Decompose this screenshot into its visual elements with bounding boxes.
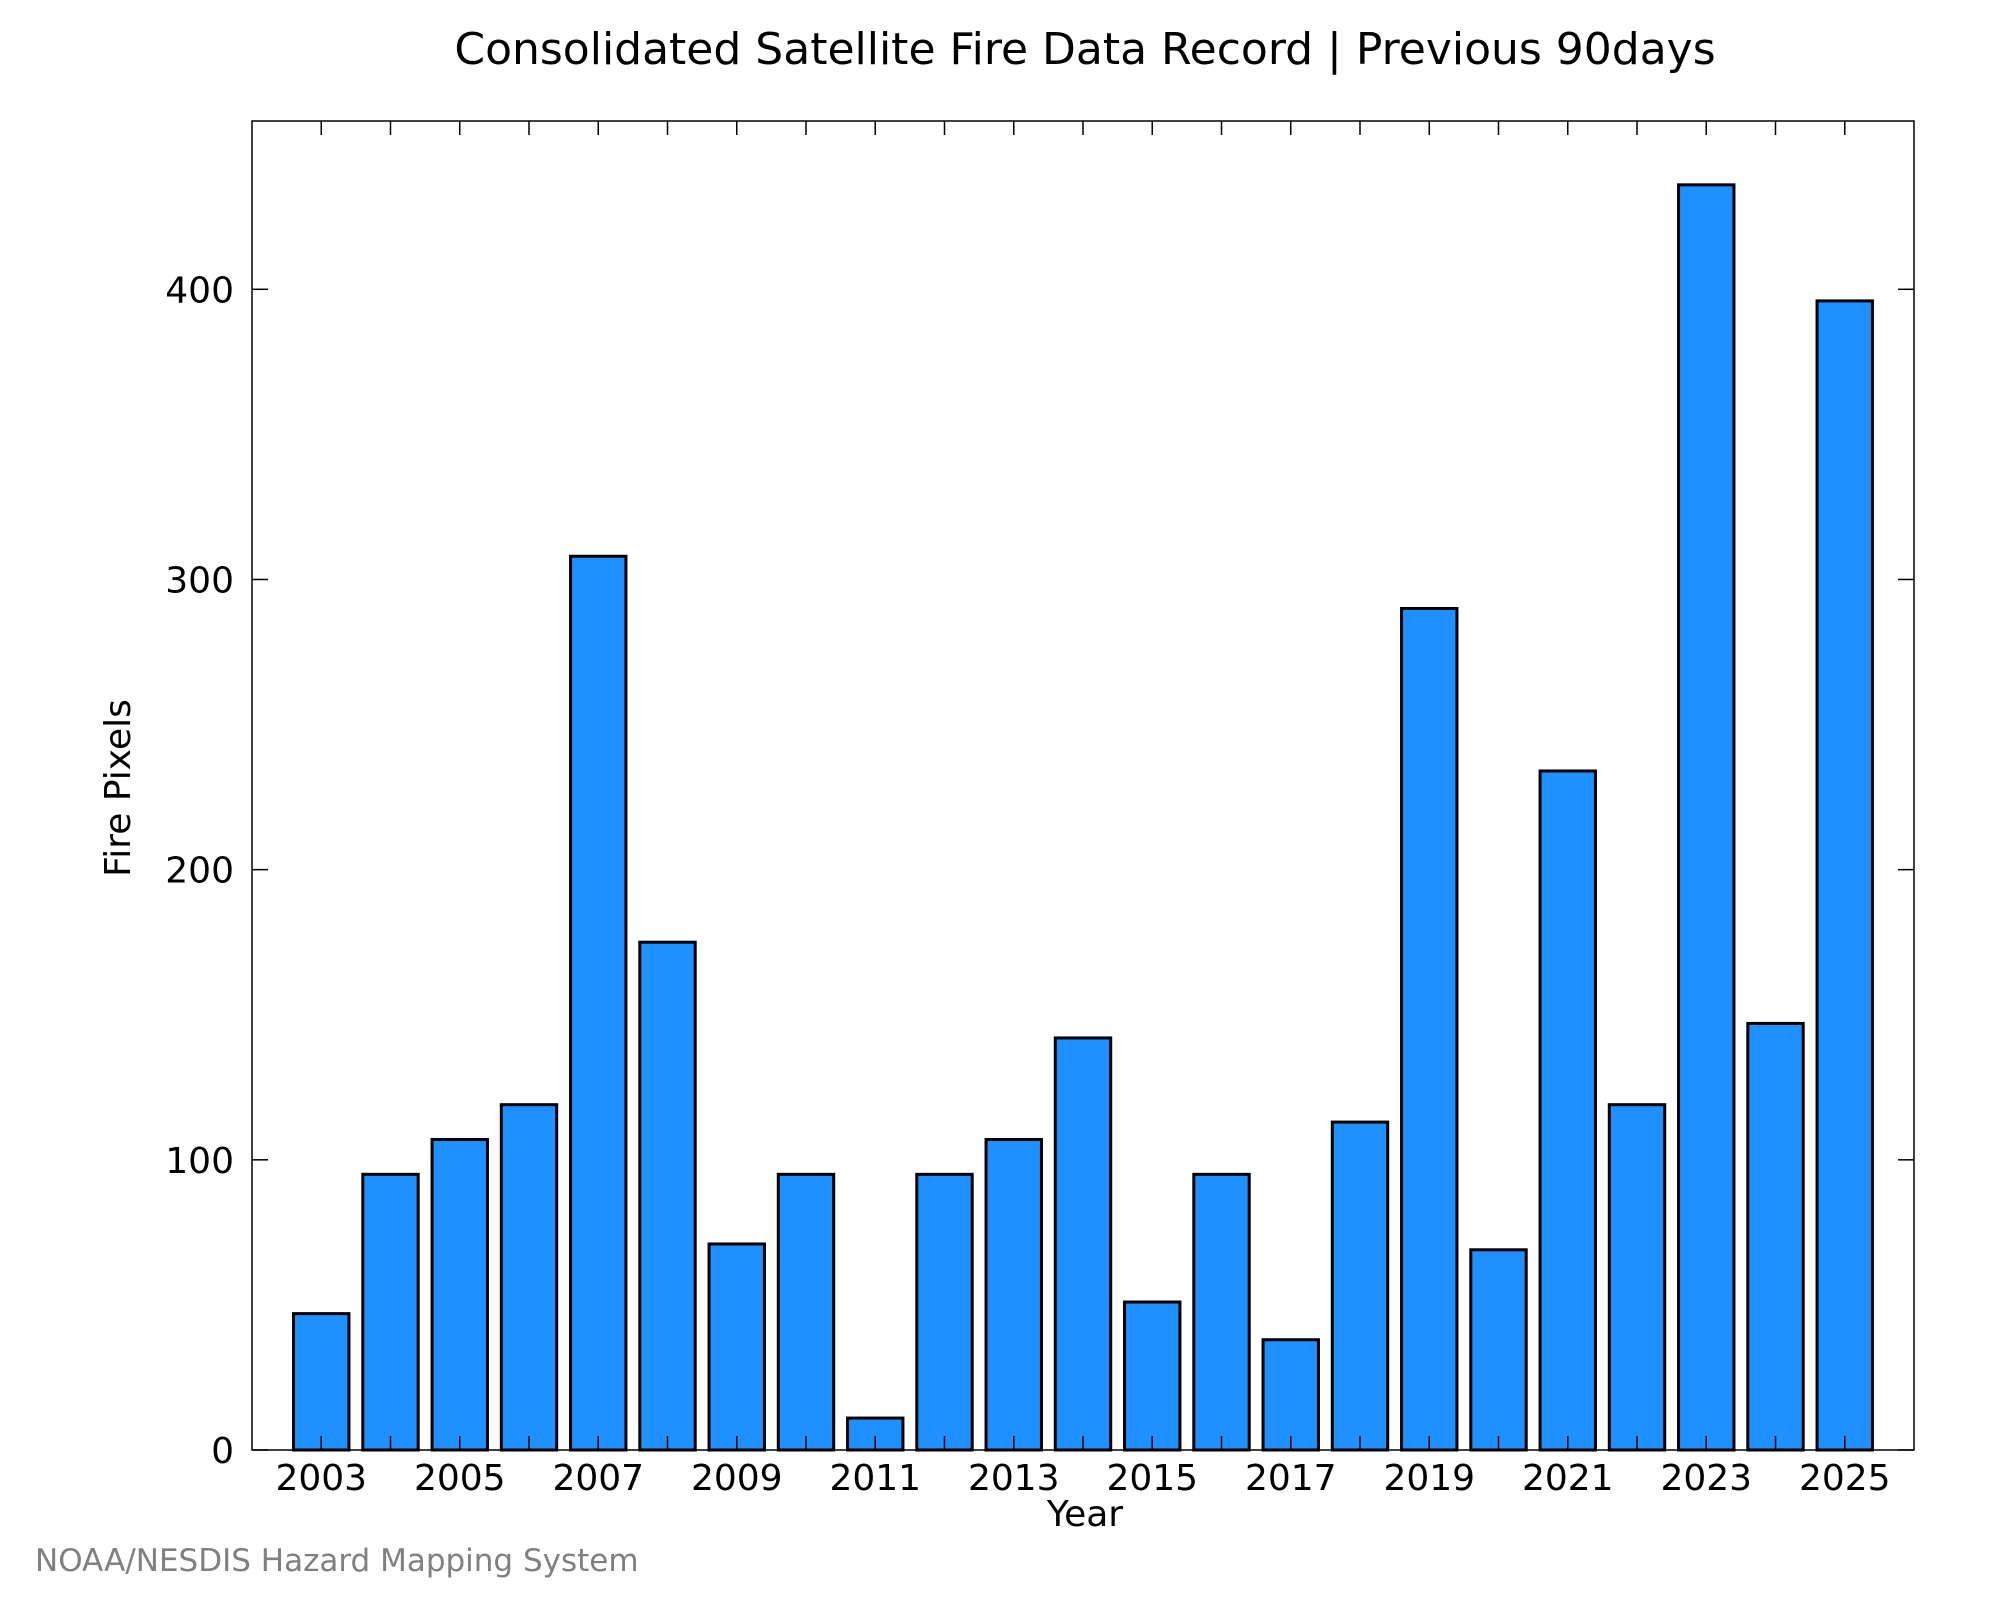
bar-2013 (984, 1138, 1043, 1452)
y-tick-label-0: 0 (211, 1431, 234, 1472)
bar-2023 (1677, 183, 1736, 1452)
x-tick-label-2003: 2003 (275, 1458, 367, 1499)
y-axis-label: Fire Pixels (98, 699, 139, 877)
bar-2025 (1815, 299, 1874, 1452)
x-tick-label-2015: 2015 (1106, 1458, 1198, 1499)
x-tick-label-2009: 2009 (691, 1458, 783, 1499)
bar-2009 (707, 1242, 766, 1452)
bars-group (292, 183, 1874, 1452)
bar-2024 (1746, 1021, 1805, 1452)
plot-frame (251, 120, 1915, 1451)
chart-title: Consolidated Satellite Fire Data Record … (454, 24, 1715, 75)
x-tick-label-2025: 2025 (1799, 1458, 1891, 1499)
bar-2019 (1400, 606, 1459, 1452)
bar-2008 (638, 940, 697, 1452)
ticks-group (252, 121, 1914, 1451)
x-tick-label-2005: 2005 (414, 1458, 506, 1499)
bar-2021 (1538, 769, 1597, 1452)
y-tick-label-300: 300 (165, 560, 234, 601)
bar-2003 (292, 1312, 351, 1452)
y-tick-label-200: 200 (165, 851, 234, 892)
x-axis-label: Year (1046, 1494, 1123, 1535)
tick-labels-group: 2003 2005 2007 2009 2011 2013 2015 2017 2019 2021… (165, 270, 1890, 1499)
bar-2015 (1123, 1300, 1182, 1452)
bar-2022 (1607, 1103, 1667, 1452)
x-tick-label-2019: 2019 (1383, 1458, 1475, 1499)
x-tick-label-2007: 2007 (552, 1458, 644, 1499)
x-tick-label-2021: 2021 (1522, 1458, 1614, 1499)
x-tick-label-2013: 2013 (968, 1458, 1060, 1499)
bar-2006 (499, 1103, 559, 1452)
y-tick-label-400: 400 (165, 270, 234, 311)
x-tick-label-2017: 2017 (1245, 1458, 1337, 1499)
x-tick-label-2023: 2023 (1660, 1458, 1752, 1499)
bar-2016 (1192, 1172, 1251, 1452)
bar-2004 (361, 1172, 420, 1452)
bar-2018 (1330, 1120, 1390, 1452)
bar-2014 (1053, 1036, 1113, 1452)
bar-2020 (1469, 1248, 1528, 1452)
bar-2012 (915, 1172, 974, 1452)
credit-text: NOAA/NESDIS Hazard Mapping System (35, 1543, 639, 1579)
bar-2017 (1261, 1338, 1320, 1452)
bar-2005 (430, 1138, 489, 1452)
y-tick-label-100: 100 (165, 1141, 234, 1182)
bar-2010 (776, 1172, 836, 1452)
bar-2007 (569, 554, 628, 1452)
x-tick-label-2011: 2011 (829, 1458, 921, 1499)
